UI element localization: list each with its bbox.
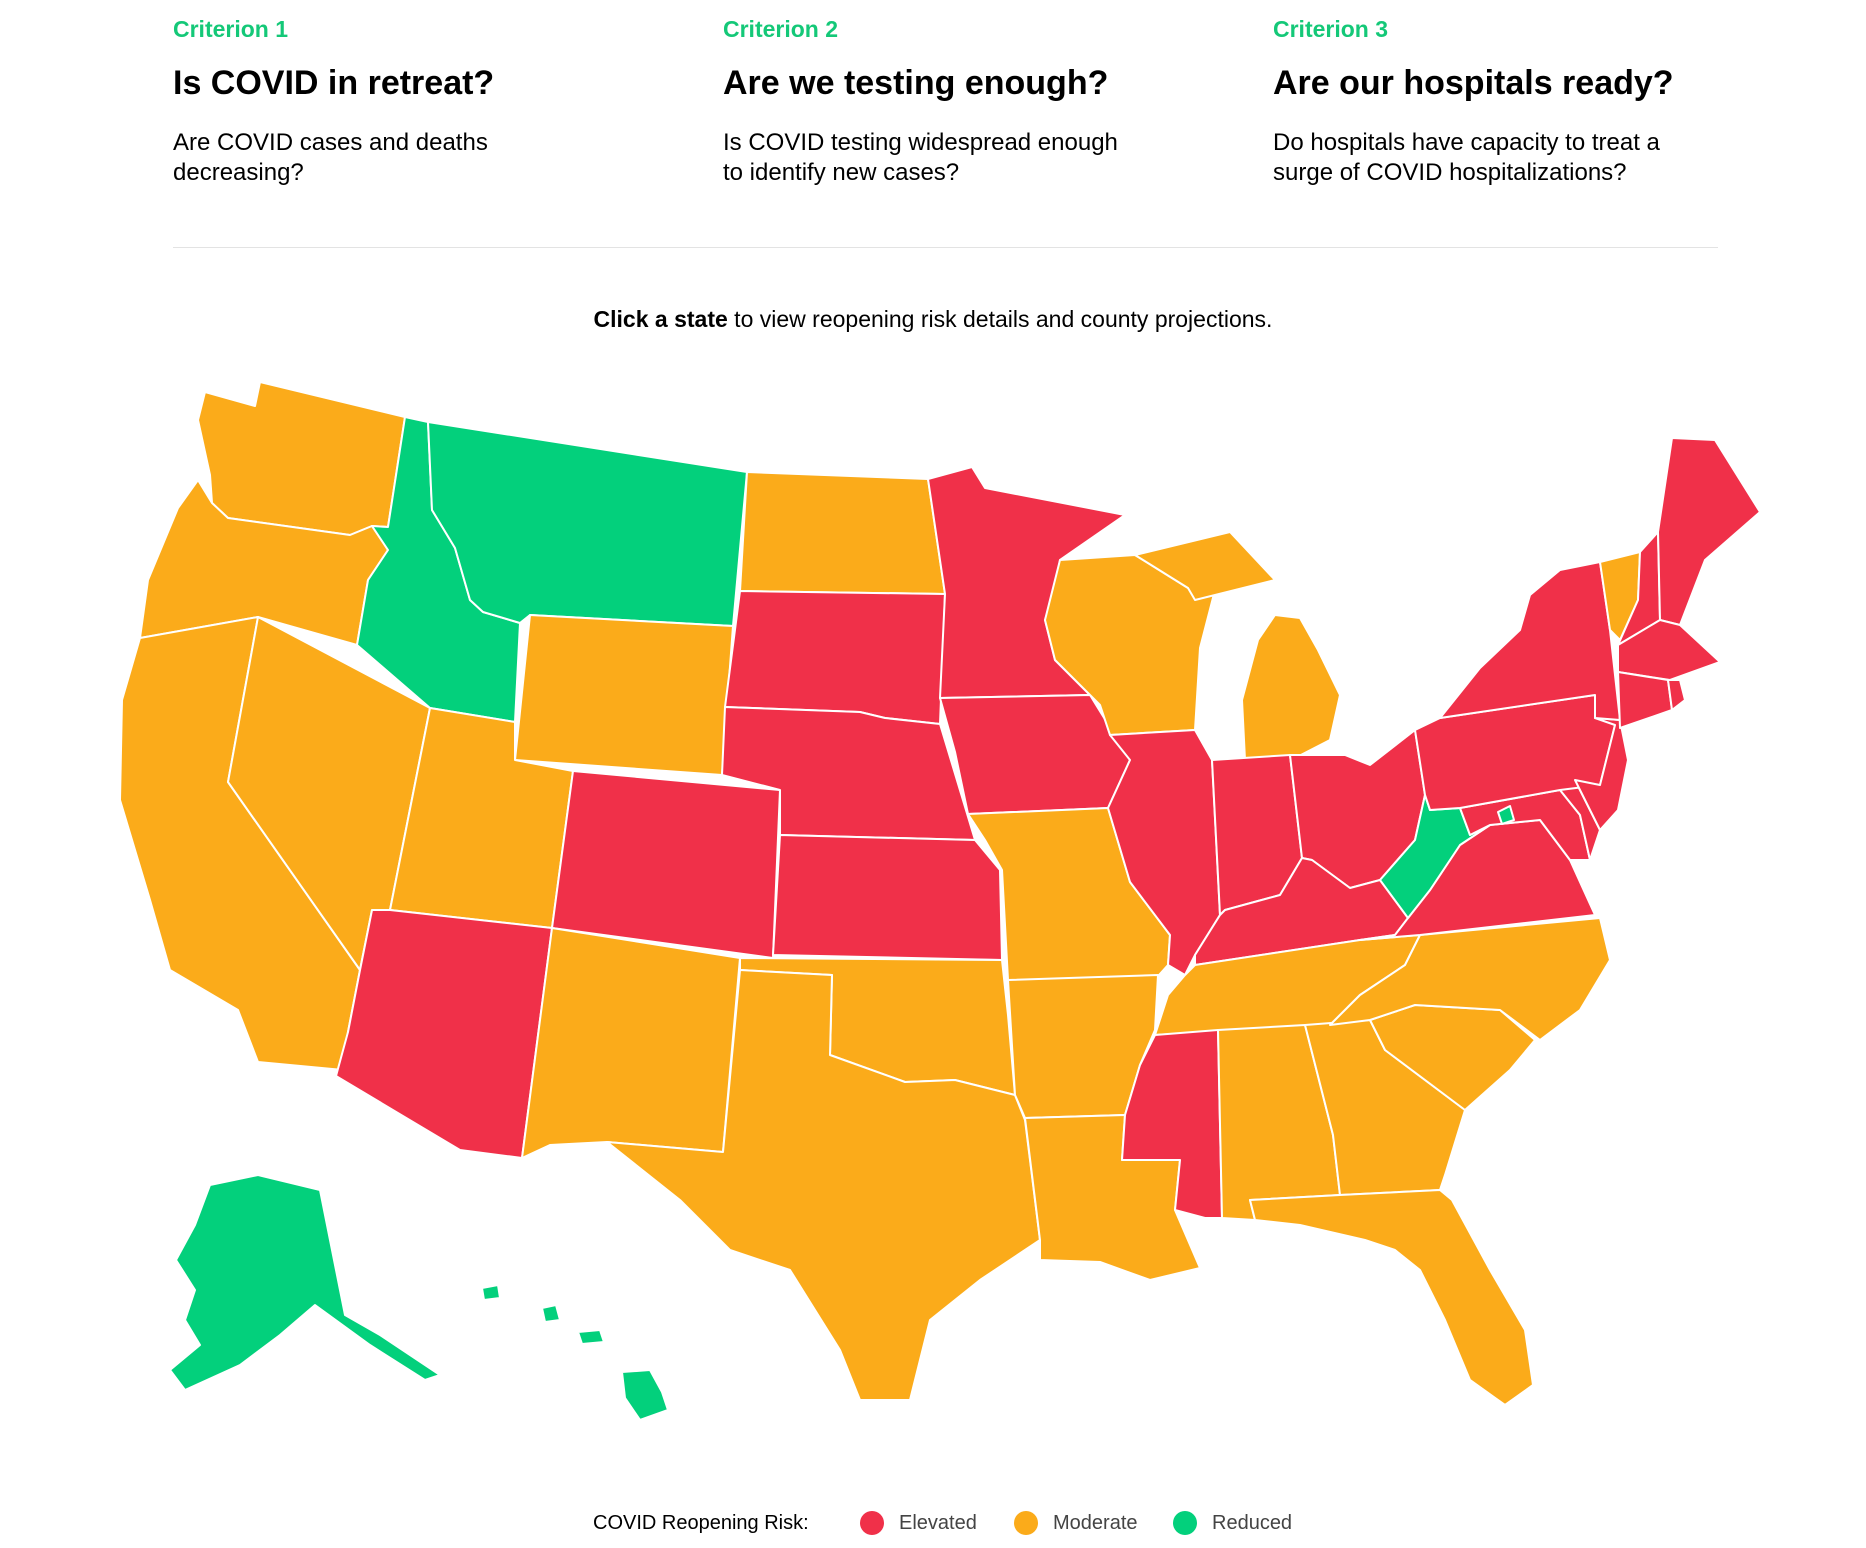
- legend-swatch: [1173, 1511, 1197, 1535]
- state-az[interactable]: [335, 909, 553, 1159]
- state-ri[interactable]: [1667, 679, 1686, 711]
- legend-swatch: [860, 1511, 884, 1535]
- state-ia[interactable]: [939, 694, 1131, 815]
- state-wy[interactable]: [514, 614, 734, 776]
- criterion-title: Are we testing enough?: [723, 64, 1109, 102]
- state-me[interactable]: [1657, 437, 1761, 626]
- state-ny[interactable]: [1439, 561, 1621, 721]
- map-legend: COVID Reopening Risk: Elevated Moderate …: [593, 1511, 1353, 1548]
- instruction-text: to view reopening risk details and count…: [727, 306, 1273, 332]
- state-nc[interactable]: [1329, 917, 1611, 1041]
- legend-title: COVID Reopening Risk:: [593, 1512, 809, 1534]
- criterion-title: Are our hospitals ready?: [1273, 64, 1674, 102]
- state-wa[interactable]: [197, 381, 406, 536]
- state-ks[interactable]: [772, 834, 1003, 961]
- us-map: [119, 381, 1761, 1421]
- legend-swatch: [1014, 1511, 1038, 1535]
- legend-label: Reduced: [1212, 1512, 1293, 1534]
- state-dc[interactable]: [1497, 805, 1515, 825]
- legend-label: Moderate: [1053, 1512, 1138, 1534]
- state-ct[interactable]: [1617, 671, 1673, 729]
- state-mi[interactable]: [1134, 531, 1341, 761]
- state-nd[interactable]: [739, 471, 946, 595]
- state-co[interactable]: [551, 770, 781, 959]
- criterion-label: Criterion 2: [723, 16, 839, 42]
- criteria-section: Criterion 1 Is COVID in retreat? Are COV…: [173, 0, 1718, 248]
- state-hi[interactable]: [481, 1284, 669, 1421]
- instruction-emphasis: Click a state: [593, 306, 728, 332]
- state-sd[interactable]: [724, 590, 946, 725]
- map-instruction: Click a state to view reopening risk det…: [0, 306, 1866, 333]
- criterion-label: Criterion 1: [173, 16, 289, 42]
- state-mt[interactable]: [427, 421, 748, 627]
- criterion-description: Is COVID testing widespread enough to id…: [723, 129, 1118, 186]
- criterion-description: Are COVID cases and deaths decreasing?: [173, 129, 488, 186]
- state-nm[interactable]: [521, 927, 741, 1159]
- criterion-title: Is COVID in retreat?: [173, 64, 495, 102]
- state-nj[interactable]: [1574, 717, 1629, 831]
- legend-label: Elevated: [899, 1512, 977, 1534]
- criterion-description: Do hospitals have capacity to treat a su…: [1273, 129, 1660, 186]
- state-il[interactable]: [1107, 729, 1221, 976]
- criterion-label: Criterion 3: [1273, 16, 1389, 42]
- state-ak[interactable]: [169, 1174, 441, 1391]
- state-fl[interactable]: [1249, 1189, 1534, 1406]
- section-divider: [173, 247, 1718, 248]
- state-tx[interactable]: [606, 969, 1041, 1401]
